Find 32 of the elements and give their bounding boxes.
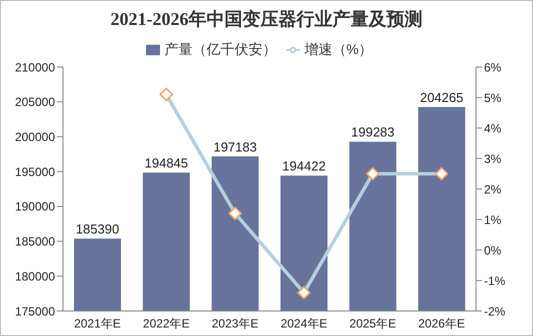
- y2-tick-label: 3%: [484, 152, 502, 166]
- x-tick-label: 2025年E: [349, 316, 396, 331]
- data-label: 199283: [351, 124, 395, 140]
- x-tick-label: 2024年E: [280, 316, 328, 331]
- data-label: 194422: [282, 158, 326, 174]
- y2-tick-label: 2%: [484, 182, 502, 196]
- y2-tick-label: 5%: [484, 90, 502, 105]
- y-tick-label: 200000: [14, 130, 56, 144]
- chart-title: 2021-2026年中国变压器行业产量及预测: [110, 8, 424, 31]
- data-label: 204265: [420, 90, 464, 105]
- y-tick-label: 185000: [14, 234, 56, 249]
- x-tick-label: 2023年E: [212, 316, 258, 331]
- legend-label: 产量（亿千伏安）: [164, 41, 276, 57]
- y2-tick-label: 4%: [484, 121, 502, 136]
- y-tick-label: 195000: [14, 164, 56, 179]
- y-tick-label: 210000: [14, 60, 56, 74]
- data-label: 194845: [144, 156, 188, 171]
- y2-tick-label: 1%: [484, 212, 502, 227]
- y-tick-label: 190000: [14, 200, 56, 214]
- y-tick-label: 180000: [14, 269, 56, 284]
- y-tick-label: 205000: [14, 95, 56, 110]
- x-tick-label: 2022年E: [142, 316, 190, 331]
- legend-label: 增速（%）: [304, 41, 373, 57]
- data-label: 185390: [76, 222, 120, 237]
- data-label: 197183: [213, 139, 257, 154]
- y2-tick-label: 0%: [484, 243, 502, 258]
- x-tick-label: 2021年E: [74, 316, 121, 331]
- y2-tick-label: 6%: [484, 60, 502, 74]
- y-tick-label: 175000: [14, 304, 56, 318]
- x-tick-label: 2026年E: [418, 316, 465, 331]
- y2-tick-label: -1%: [484, 274, 506, 288]
- y2-tick-label: -2%: [484, 304, 506, 318]
